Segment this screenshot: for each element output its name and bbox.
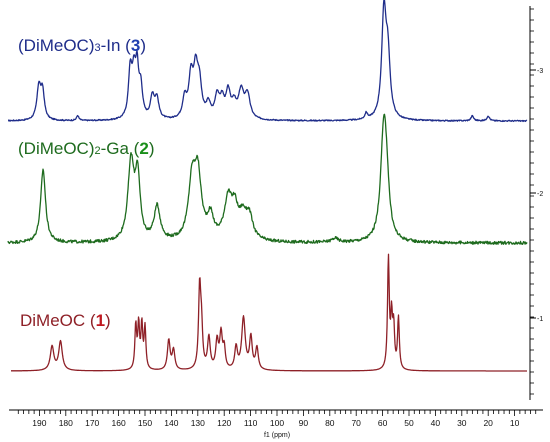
series-label-number: 1 [95,311,106,330]
series-label-number: 3 [130,36,141,55]
x-axis-label: f1 (ppm) [264,432,290,439]
series-label-text: -Ga ( [100,139,140,158]
series-label-number: 2 [139,139,149,158]
series-label-text: (DiMeOC) [18,139,95,158]
series-label-text: (DiMeOC) [18,36,95,55]
x-tick-label: 70 [351,418,361,428]
x-tick-label: 30 [457,418,467,428]
x-tick-label: 40 [431,418,441,428]
x-tick-label: 20 [483,418,493,428]
series-label-text: DiMeOC [20,311,86,330]
x-tick-label: 50 [404,418,414,428]
x-tick-label: 150 [138,418,152,428]
series-label-text: ) [105,311,111,330]
x-tick-label: 140 [164,418,178,428]
series-label-text: -In ( [100,36,131,55]
x-tick-label: 110 [244,418,258,428]
spectrum-line-2 [7,113,528,245]
y-tick-label: -2 [537,191,543,198]
y-tick-label: -3 [537,68,543,75]
series-layer [7,0,528,372]
x-tick-label: 160 [112,418,126,428]
series-label-ligand: DiMeOC (1) [20,311,111,331]
x-tick-label: 80 [325,418,335,428]
axis-layer: 190 180 170 160 150 140 130 120 110 100 90 80 70 60 50… [9,6,543,439]
series-label-subscript: 3 [94,42,101,54]
series-label-text: ) [148,139,155,158]
spectrum-line-3 [10,253,528,372]
x-tick-label: 130 [191,418,205,428]
x-tick-label: 100 [270,418,284,428]
x-tick-label: 60 [378,418,388,428]
series-label-subscript: 2 [94,145,101,157]
spectrum-line-1 [7,0,528,123]
series-label-text: ) [140,36,146,55]
series-label-indium: (DiMeOC)3-In (3) [18,36,146,56]
x-tick-label: 180 [59,418,73,428]
x-tick-label: 170 [85,418,99,428]
x-tick-label: 90 [299,418,309,428]
x-tick-label: 120 [217,418,231,428]
x-tick-label: 10 [510,418,520,428]
series-label-text: ( [85,311,96,330]
x-tick-label: 190 [32,418,46,428]
series-label-gallium: (DiMeOC)2-Ga (2) [18,139,155,159]
y-tick-label: -1 [537,316,543,323]
